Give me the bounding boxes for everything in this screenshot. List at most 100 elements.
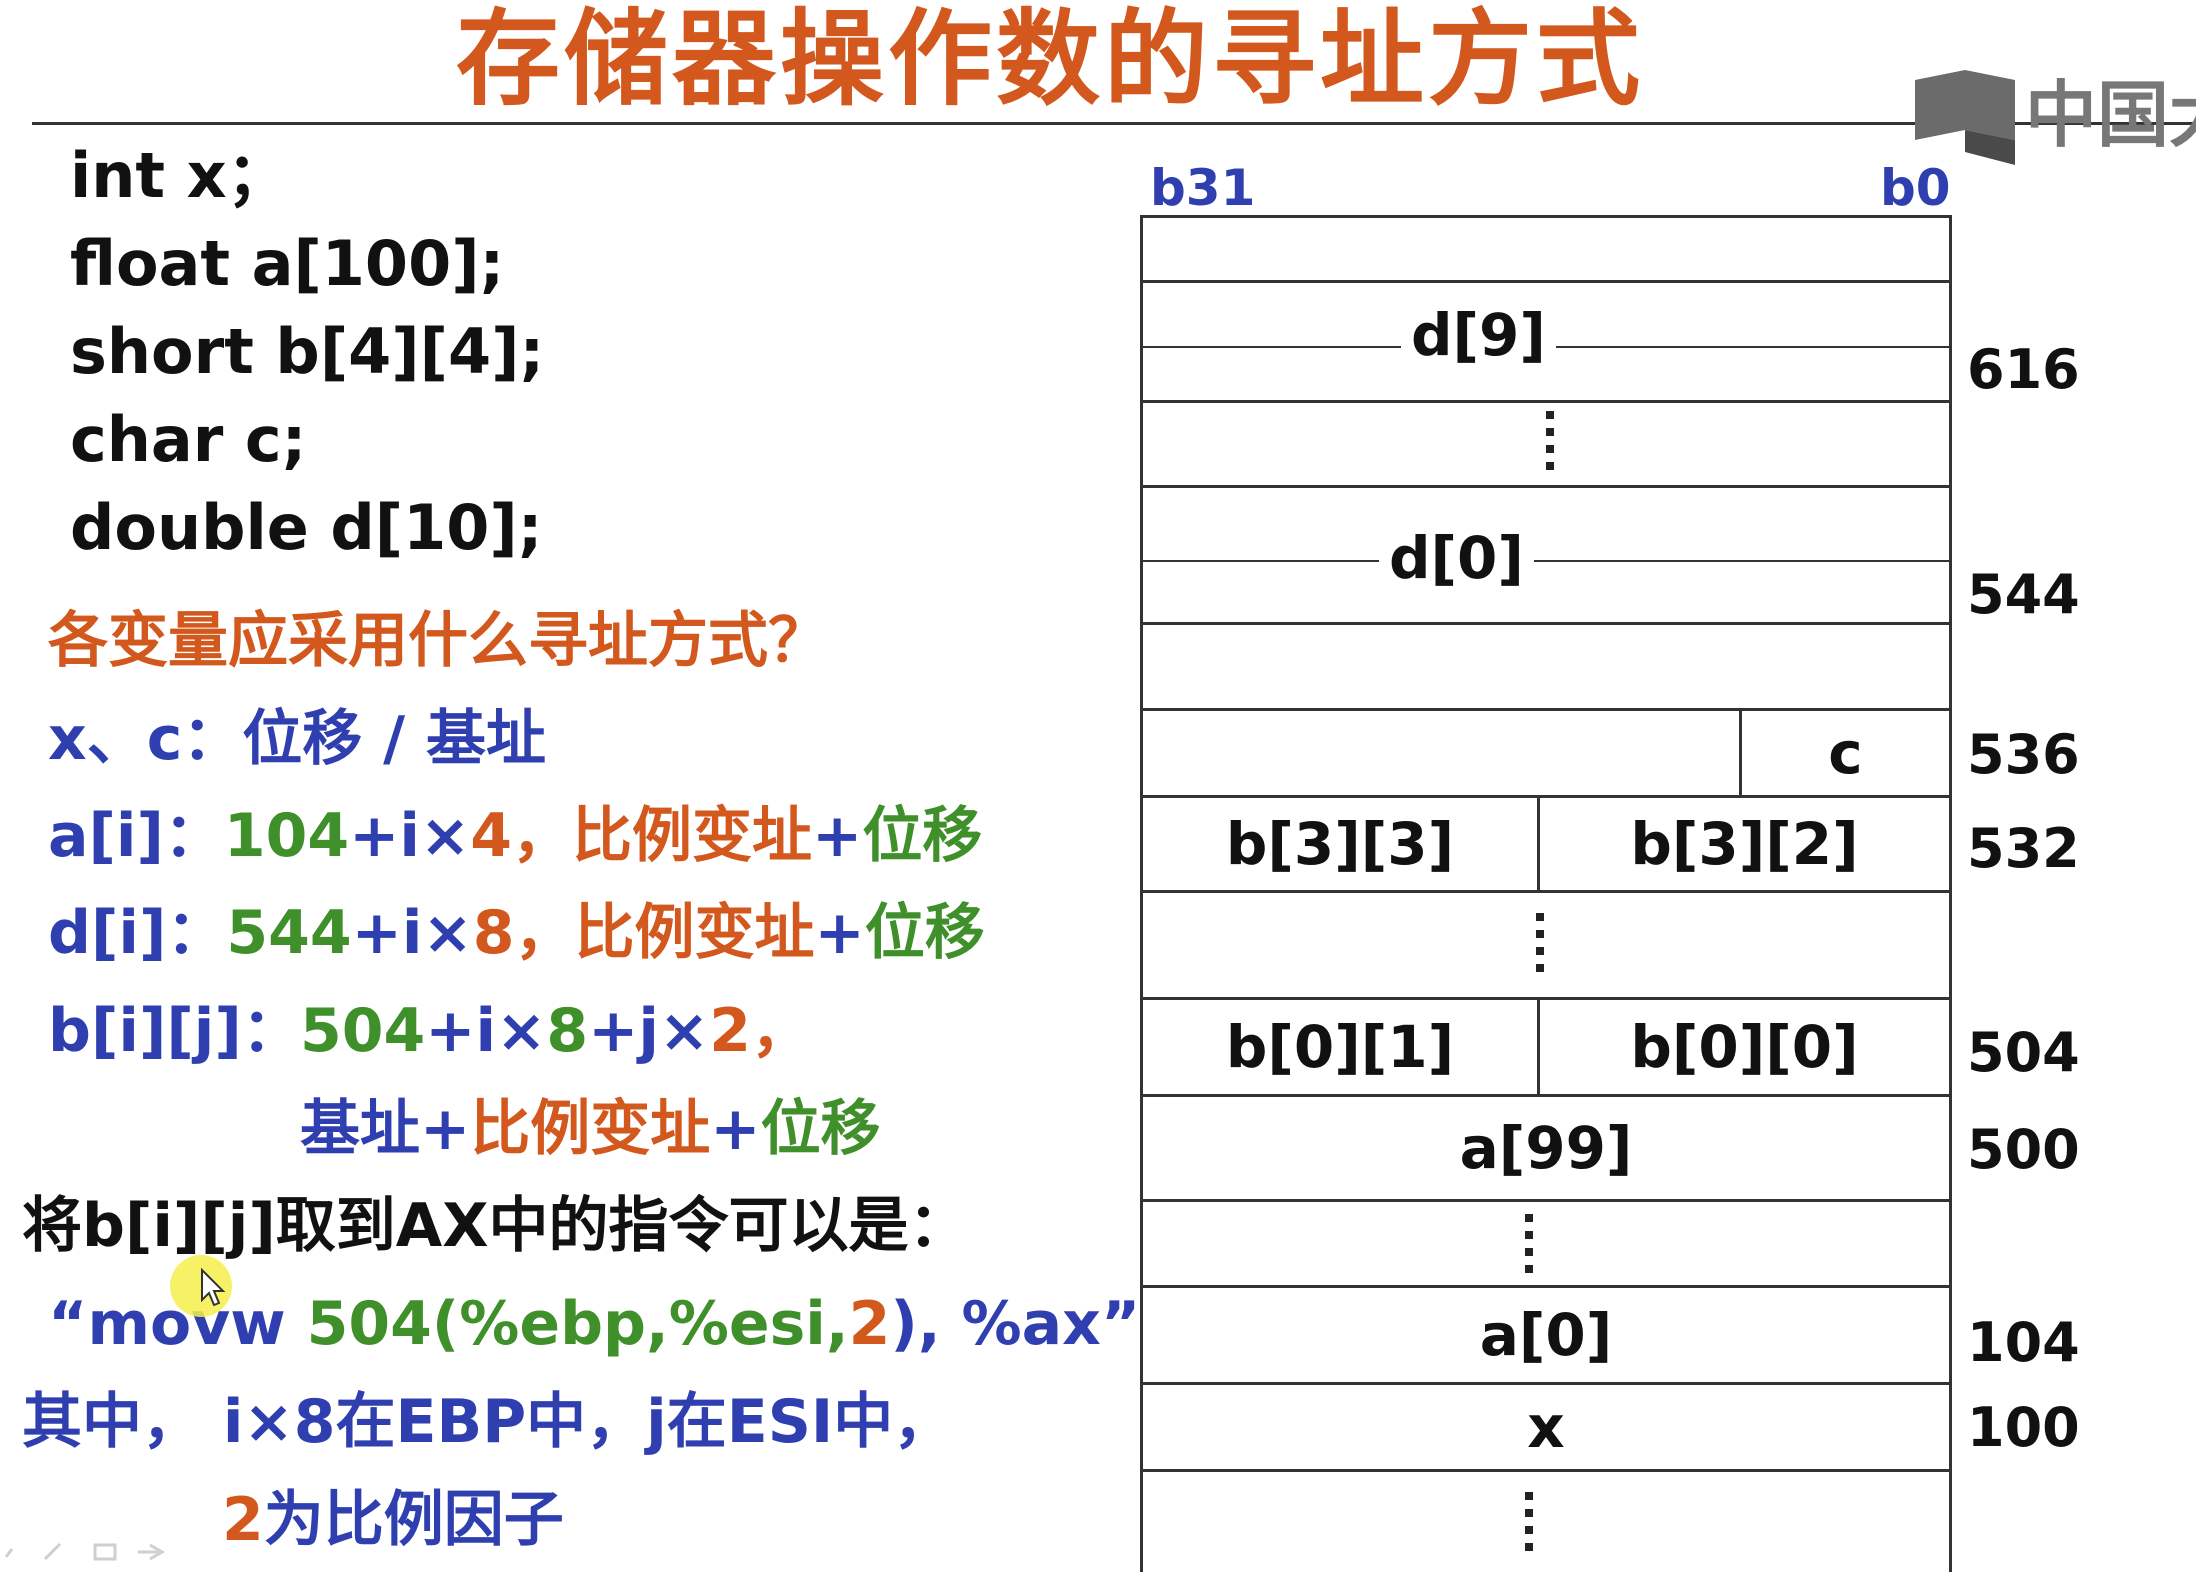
- code-line-short: short b[4][4];: [70, 315, 545, 388]
- ellipsis-vertical-icon: [1536, 913, 1544, 981]
- slideshow-toolbar[interactable]: [0, 1535, 200, 1565]
- memory-row-c: c: [1140, 711, 1952, 798]
- answer-b-plus: +i×: [425, 996, 547, 1066]
- address-500: 500: [1967, 1118, 2080, 1181]
- logo-icon: [1915, 70, 2015, 165]
- slide-title: 存储器操作数的寻址方式: [455, 0, 1644, 120]
- instruction-close: ),: [890, 1289, 941, 1359]
- answer-x-c-var: x、c：: [48, 704, 243, 774]
- memory-row-dots-d: [1140, 403, 1952, 488]
- answer-a-plus2: +: [812, 801, 863, 871]
- ellipsis-vertical-icon: [1525, 1492, 1533, 1560]
- answer-b-comma: ，: [751, 996, 811, 1066]
- cell-b33: b[3][3]: [1225, 810, 1455, 878]
- memory-row-gap: [1140, 625, 1952, 711]
- instruction-scale: 2: [848, 1289, 891, 1359]
- address-104: 104: [1967, 1311, 2080, 1374]
- cell-b01: b[0][1]: [1225, 1013, 1455, 1081]
- pen-icon: [43, 1542, 62, 1561]
- cell-a0: a[0]: [1479, 1301, 1613, 1369]
- answer-d-mode2: 位移: [864, 898, 985, 968]
- answer-b-plus2: +: [420, 1094, 471, 1164]
- cell-d9: d[9]: [1401, 303, 1556, 367]
- memory-row-dots-a: [1140, 1202, 1952, 1288]
- instruction-quote-open: “: [48, 1289, 88, 1359]
- answer-b-plus3: +: [710, 1094, 761, 1164]
- address-532: 532: [1967, 817, 2080, 880]
- answer-b-modes: 基址+比例变址+位移: [300, 1093, 881, 1165]
- answer-a-base: 104: [223, 801, 350, 871]
- memory-row-d9: d[9]: [1140, 283, 1952, 403]
- instruction-intro: 将b[i][j]取到AX中的指令可以是：: [22, 1191, 969, 1261]
- memory-row-x: x: [1140, 1385, 1952, 1472]
- instruction-reg: %ax: [961, 1289, 1101, 1359]
- code-line-int: int x；: [70, 139, 289, 212]
- answer-x-c: x、c：位移 / 基址: [48, 703, 546, 775]
- memory-row-a0: a[0]: [1140, 1288, 1952, 1385]
- bit-high-label: b31: [1150, 159, 1256, 217]
- memory-row-dots-b: [1140, 893, 1952, 1000]
- instruction-note1: 其中， i×8在EBP中，j在ESI中，: [22, 1387, 954, 1457]
- memory-top-border: [1140, 215, 1952, 218]
- cell-b00: b[0][0]: [1630, 1013, 1859, 1081]
- answer-b-plus-j: +j×: [588, 996, 710, 1066]
- answer-b-base: 504: [300, 996, 426, 1066]
- cell-a99: a[99]: [1459, 1114, 1633, 1182]
- address-536: 536: [1967, 723, 2080, 786]
- instruction-note2-text: 为比例因子: [263, 1485, 564, 1555]
- code-line-char: char c;: [70, 403, 307, 476]
- memory-row-b3: b[3][3] b[3][2]: [1140, 798, 1952, 893]
- answer-d-base: 544: [226, 898, 352, 968]
- memory-row-d0: d[0]: [1140, 488, 1952, 625]
- answer-b-var: b[i][j]：: [48, 996, 302, 1066]
- answer-b-mode1: 基址: [300, 1094, 420, 1164]
- code-line-float: float a[100];: [70, 227, 505, 300]
- address-100: 100: [1967, 1396, 2080, 1459]
- cell-d0: d[0]: [1379, 526, 1534, 590]
- answer-d: d[i]：544+i×8，比例变址+位移: [48, 897, 985, 969]
- cell-c: c: [1828, 719, 1863, 787]
- answer-d-comma: ，: [514, 898, 575, 968]
- answer-b-scale1: 8: [546, 996, 589, 1066]
- address-504: 504: [1967, 1021, 2080, 1084]
- answer-d-plus: +i×: [351, 898, 473, 968]
- code-line-double: double d[10];: [70, 491, 543, 564]
- answer-a-comma: ，: [512, 801, 573, 871]
- instruction-disp: 504(%ebp,%esi,: [306, 1289, 849, 1359]
- slides-icon: [93, 1543, 117, 1561]
- mouse-pointer-icon: [201, 1268, 226, 1307]
- answer-b-mode3: 位移: [760, 1094, 881, 1164]
- bit-low-label: b0: [1880, 159, 1951, 217]
- memory-row-top-empty: [1140, 218, 1952, 283]
- back-arrow-icon: [4, 1548, 14, 1558]
- memory-row-a99: a[99]: [1140, 1097, 1952, 1202]
- answer-b-formula: 504+i×8+j×2，: [300, 995, 811, 1067]
- answer-a-scale: 4: [470, 801, 513, 871]
- answer-a-plus: +i×: [349, 801, 471, 871]
- question-text: 各变量应采用什么寻址方式？: [48, 606, 828, 676]
- answer-b-scale2: 2: [709, 996, 751, 1066]
- memory-row-b0: b[0][1] b[0][0]: [1140, 1000, 1952, 1097]
- answer-d-scale: 8: [472, 898, 515, 968]
- answer-x-c-mode: 位移 / 基址: [242, 704, 546, 774]
- ellipsis-vertical-icon: [1525, 1214, 1533, 1282]
- answer-b: b[i][j]：: [48, 995, 302, 1067]
- answer-a: a[i]：104+i×4，比例变址+位移: [48, 800, 982, 872]
- answer-d-plus2: +: [814, 898, 865, 968]
- cell-x: x: [1527, 1393, 1565, 1461]
- cell-b32: b[3][2]: [1630, 810, 1859, 878]
- instruction-note2: 2为比例因子: [222, 1484, 564, 1556]
- d0-midline: [1143, 560, 1949, 562]
- b3-divider: [1537, 798, 1540, 890]
- ellipsis-vertical-icon: [1546, 411, 1554, 479]
- instruction-quote-close: ”: [1100, 1289, 1141, 1359]
- address-544: 544: [1967, 563, 2080, 626]
- title-divider: [32, 122, 2196, 125]
- b0-divider: [1537, 1000, 1540, 1094]
- answer-d-mode: 比例变址: [574, 898, 815, 968]
- memory-row-bottom: [1140, 1472, 1952, 1572]
- address-616: 616: [1967, 338, 2080, 401]
- answer-a-mode2: 位移: [862, 801, 983, 871]
- c-divider: [1739, 711, 1742, 795]
- answer-a-mode: 比例变址: [572, 801, 813, 871]
